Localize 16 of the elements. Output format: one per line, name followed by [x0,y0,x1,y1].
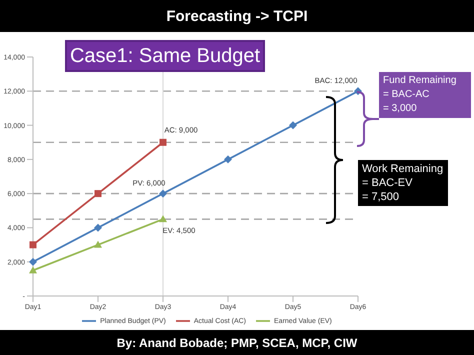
point [224,155,232,164]
point [160,138,166,146]
point [94,190,102,198]
chart-title: Forecasting -> TCPI [0,0,474,32]
point [29,258,37,266]
text: Work Remaining = BAC-EV = 7,500 [358,160,448,206]
annotation: Case1: Same Budget [65,40,265,72]
point [29,266,37,274]
point [94,224,102,232]
point [159,190,167,198]
point [159,215,167,222]
text: Fund Remaining = BAC-AC = 3,000 [379,72,471,118]
point [30,241,36,248]
text: By: Anand Bobade; PMP, SCEA, MCP, CIW [0,330,474,355]
point [94,240,102,248]
point [289,121,297,130]
